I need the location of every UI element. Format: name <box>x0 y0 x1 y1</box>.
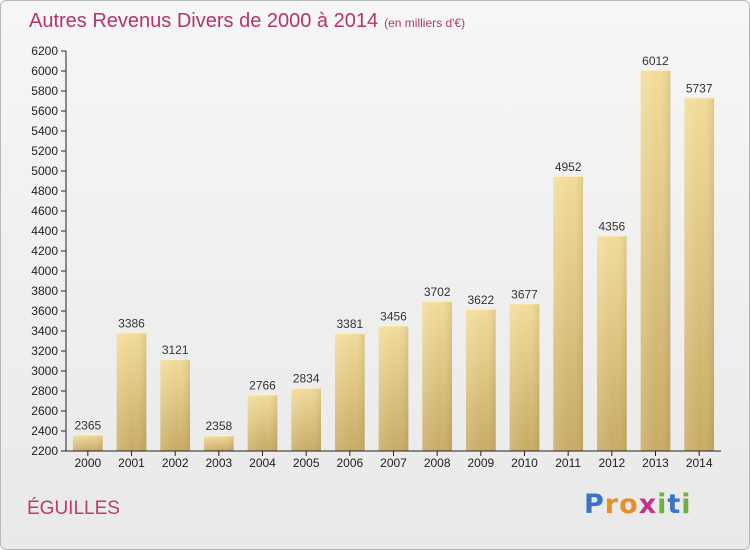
chart-title: Autres Revenus Divers de 2000 à 2014 (en … <box>29 10 465 33</box>
logo-letter: o <box>619 489 639 520</box>
y-tick-label: 2200 <box>31 444 58 458</box>
y-tick-label: 5800 <box>31 84 58 98</box>
data-label: 2766 <box>249 378 276 392</box>
x-tick-label: 2012 <box>598 456 625 470</box>
data-label: 6012 <box>642 54 669 68</box>
data-label: 2358 <box>205 419 232 433</box>
x-tick-label: 2003 <box>205 456 232 470</box>
y-tick-label: 4400 <box>31 224 58 238</box>
y-tick-label: 5600 <box>31 104 58 118</box>
data-label: 3121 <box>162 343 189 357</box>
y-tick-label: 3400 <box>31 324 58 338</box>
data-label: 3381 <box>336 317 363 331</box>
data-label: 2834 <box>293 372 320 386</box>
logo-letter: t <box>667 489 682 520</box>
y-tick-label: 3200 <box>31 344 58 358</box>
bar-shade <box>378 325 409 451</box>
bar-shade <box>596 235 627 451</box>
logo-letter: i <box>657 489 668 520</box>
bar-shade <box>160 358 191 451</box>
y-tick-label: 6200 <box>31 44 58 58</box>
data-label: 2365 <box>74 419 101 433</box>
x-tick-label: 2008 <box>424 456 451 470</box>
data-label: 3456 <box>380 309 407 323</box>
y-tick-label: 2600 <box>31 404 58 418</box>
x-tick-label: 2009 <box>467 456 494 470</box>
bar-shade <box>465 308 496 451</box>
logo-letter: P <box>584 489 605 520</box>
data-label: 3386 <box>118 316 145 330</box>
x-tick-label: 2006 <box>336 456 363 470</box>
y-tick-label: 2800 <box>31 384 58 398</box>
proxiti-logo: Proxiti <box>584 489 692 520</box>
bar-shade <box>640 69 671 452</box>
x-tick-label: 2013 <box>642 456 669 470</box>
chart-title-text: Autres Revenus Divers de 2000 à 2014 <box>29 10 379 32</box>
y-tick-label: 3600 <box>31 304 58 318</box>
logo-letter: x <box>638 489 658 520</box>
data-label: 3702 <box>424 285 451 299</box>
x-tick-label: 2001 <box>118 456 145 470</box>
data-label: 4952 <box>555 160 582 174</box>
y-tick-label: 5400 <box>31 124 58 138</box>
bar-shade <box>509 303 540 451</box>
bar-shade <box>422 300 453 451</box>
data-label: 3622 <box>467 293 494 307</box>
bar-shade <box>116 332 147 451</box>
x-tick-label: 2010 <box>511 456 538 470</box>
bar-shade <box>684 97 715 452</box>
y-tick-label: 2400 <box>31 424 58 438</box>
y-tick-label: 3800 <box>31 284 58 298</box>
x-tick-label: 2002 <box>162 456 189 470</box>
chart-unit: (en milliers d'€) <box>384 16 466 30</box>
bar-shade <box>553 175 584 452</box>
y-tick-label: 4000 <box>31 264 58 278</box>
x-tick-label: 2005 <box>293 456 320 470</box>
y-tick-label: 4800 <box>31 184 58 198</box>
y-tick-label: 5200 <box>31 144 58 158</box>
bar-shade <box>291 387 322 451</box>
x-tick-label: 2000 <box>74 456 101 470</box>
x-tick-label: 2011 <box>555 456 581 470</box>
y-tick-label: 3000 <box>31 364 58 378</box>
data-label: 3677 <box>511 287 538 301</box>
commune-name: ÉGUILLES <box>27 498 120 519</box>
bar-shade <box>247 394 278 451</box>
y-tick-label: 5000 <box>31 164 58 178</box>
x-tick-label: 2004 <box>249 456 276 470</box>
y-tick-label: 4600 <box>31 204 58 218</box>
bar-shade <box>334 332 365 451</box>
bar-shade <box>203 435 234 451</box>
logo-letter: i <box>681 489 692 520</box>
y-tick-label: 4200 <box>31 244 58 258</box>
logo-letter: r <box>604 489 620 520</box>
y-tick-label: 6000 <box>31 64 58 78</box>
data-label: 4356 <box>598 219 625 233</box>
x-tick-label: 2014 <box>686 456 713 470</box>
x-tick-label: 2007 <box>380 456 407 470</box>
data-label: 5737 <box>686 81 713 95</box>
bar-shade <box>72 434 103 451</box>
